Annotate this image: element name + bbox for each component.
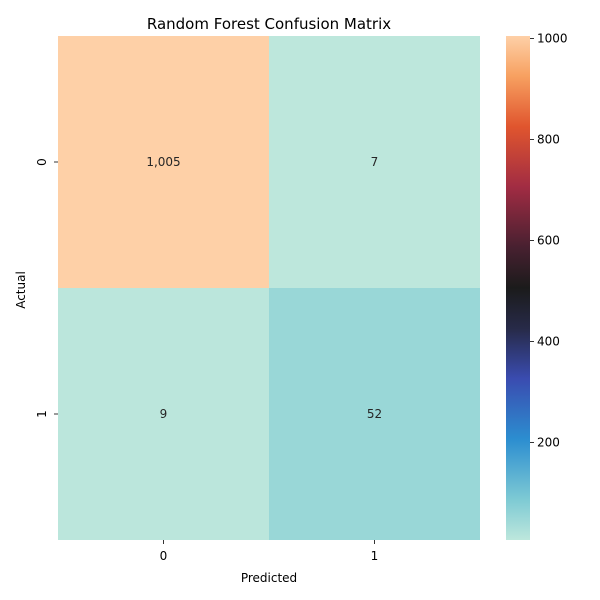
cell-value-label-r1-c0: 9 [160, 407, 168, 421]
x-axis-label: Predicted [241, 571, 297, 585]
heatmap-cells [58, 36, 480, 540]
cell-value-label-r0-c0: 1,005 [146, 155, 180, 169]
colorbar-tick-label-4: 1000 [537, 32, 568, 46]
y-axis-label: Actual [14, 271, 28, 309]
cell-value-label-r1-c1: 52 [367, 407, 382, 421]
heatmap-cell-labels: 1,005 7 9 52 [146, 155, 382, 421]
y-tick-label-0: 0 [35, 158, 49, 166]
heatmap-cell-r0-c0 [58, 36, 269, 288]
y-axis-ticks: 01 [35, 158, 58, 418]
heatmap-cell-r0-c1 [269, 36, 480, 288]
heatmap-cell-r1-c0 [58, 288, 269, 540]
colorbar-tick-label-0: 200 [537, 436, 560, 450]
colorbar-ticks: 200 400 600 800 1000 [530, 32, 568, 450]
colorbar-tick-label-3: 800 [537, 133, 560, 147]
colorbar-tick-label-1: 400 [537, 335, 560, 349]
y-tick-label-1: 1 [35, 410, 49, 418]
colorbar-tick-label-2: 600 [537, 234, 560, 248]
cell-value-label-r0-c1: 7 [371, 155, 379, 169]
x-tick-label-0: 0 [160, 549, 168, 563]
colorbar [506, 36, 530, 540]
chart-title: Random Forest Confusion Matrix [147, 15, 391, 33]
x-tick-label-1: 1 [371, 549, 379, 563]
heatmap-cell-r1-c1 [269, 288, 480, 540]
